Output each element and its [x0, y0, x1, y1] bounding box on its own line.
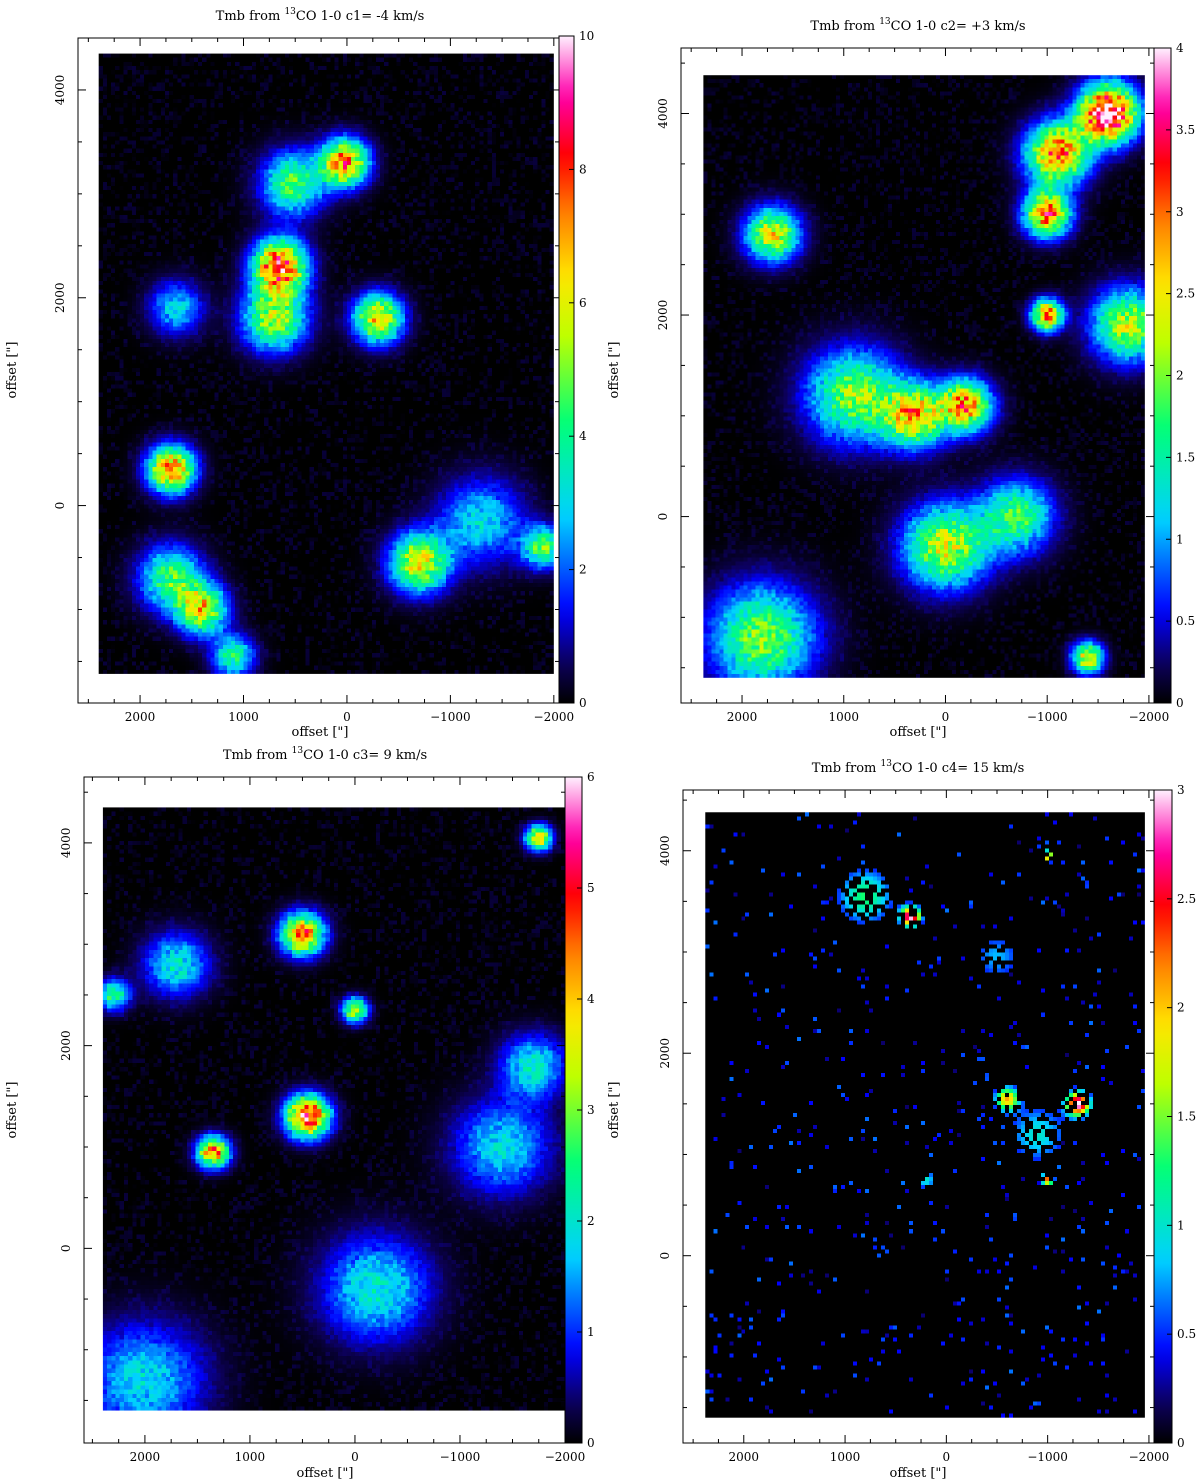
colorbar-tick-label: 3	[587, 1103, 595, 1117]
y-tick-label: 2000	[59, 1030, 73, 1061]
title-suffix: CO 1-0 c4= 15 km/s	[892, 761, 1024, 776]
x-tick-label: 1000	[830, 1450, 861, 1464]
title-isotope: 13	[879, 17, 891, 27]
x-axis-label: offset ["]	[890, 1466, 947, 1481]
y-axis-label: offset ["]	[5, 1082, 20, 1139]
colorbar-tick-label: 3	[1177, 783, 1185, 797]
chart-title: Tmb from 13CO 1-0 c3= 9 km/s	[223, 746, 427, 763]
y-tick-label: 0	[658, 1252, 672, 1260]
colorbar-tick-label: 5	[587, 881, 595, 895]
title-prefix: Tmb from	[216, 9, 285, 24]
colorbar-tick-label: 1	[1176, 532, 1184, 546]
colorbar-tick-label: 2	[587, 1214, 595, 1228]
x-tick-label: 0	[351, 1450, 359, 1464]
colorbar-tick-label: 3.5	[1176, 123, 1195, 137]
x-tick-label: 0	[943, 1450, 951, 1464]
colorbar-tick-label: 6	[587, 770, 595, 784]
x-tick-label: 1000	[228, 710, 259, 724]
title-suffix: CO 1-0 c3= 9 km/s	[303, 748, 427, 763]
x-tick-label: −1000	[1027, 1450, 1068, 1464]
colorbar-tick-label: 2	[1177, 1001, 1185, 1015]
colorbar-tick-label: 6	[579, 296, 587, 310]
colorbar-tick-label: 1.5	[1177, 1110, 1196, 1124]
chart-title: Tmb from 13CO 1-0 c2= +3 km/s	[810, 17, 1025, 34]
colorbar-tick-label: 1	[1177, 1218, 1185, 1232]
x-tick-label: 0	[942, 710, 950, 724]
colorbar-tick-label: 0	[1177, 1436, 1185, 1450]
x-tick-label: −2000	[545, 1450, 586, 1464]
title-isotope: 13	[881, 759, 893, 769]
x-tick-label: 0	[343, 710, 351, 724]
colorbar-tick-label: 0	[587, 1436, 595, 1450]
colorbar-tick-label: 0	[579, 696, 587, 710]
y-tick-label: 4000	[658, 835, 672, 866]
colorbar-tick-label: 4	[1176, 41, 1184, 55]
colorbar-tick-label: 3	[1176, 205, 1184, 219]
y-tick-label: 2000	[656, 300, 670, 331]
y-tick-label: 0	[53, 502, 67, 510]
y-tick-label: 4000	[59, 828, 73, 859]
title-prefix: Tmb from	[810, 19, 879, 34]
colorbar-tick-label: 0.5	[1176, 614, 1195, 628]
x-tick-label: −2000	[534, 710, 575, 724]
colorbar-tick-label: 0.5	[1177, 1327, 1196, 1341]
y-tick-label: 2000	[658, 1038, 672, 1069]
colorbar-tick-label: 8	[579, 162, 587, 176]
colorbar-tick-label: 0	[1176, 696, 1184, 710]
y-tick-label: 0	[656, 513, 670, 521]
colorbar-tick-label: 2.5	[1177, 892, 1196, 906]
title-isotope: 13	[292, 746, 304, 756]
y-axis-label: offset ["]	[5, 342, 20, 399]
y-tick-label: 4000	[53, 75, 67, 106]
title-isotope: 13	[284, 7, 296, 17]
x-tick-label: 2000	[729, 1450, 760, 1464]
colorbar-tick-label: 1	[587, 1325, 595, 1339]
colorbar-tick-label: 4	[579, 429, 587, 443]
colorbar-tick-label: 2	[579, 563, 587, 577]
colorbar	[558, 35, 575, 704]
x-tick-label: −2000	[1129, 1450, 1170, 1464]
y-tick-label: 4000	[656, 98, 670, 129]
x-tick-label: −1000	[1027, 710, 1068, 724]
x-axis-label: offset ["]	[890, 725, 947, 740]
x-tick-label: 1000	[828, 710, 859, 724]
x-tick-label: −1000	[440, 1450, 481, 1464]
colorbar-tick-label: 2.5	[1176, 287, 1195, 301]
colorbar-tick-label: 10	[579, 29, 594, 43]
intensity-map	[98, 53, 554, 674]
x-axis-label: offset ["]	[292, 725, 349, 740]
colorbar-tick-label: 2	[1176, 369, 1184, 383]
colorbar-label: offset ["]	[607, 342, 622, 399]
x-tick-label: 2000	[125, 710, 156, 724]
colorbar-tick-label: 4	[587, 992, 595, 1006]
x-tick-label: 2000	[727, 710, 758, 724]
title-prefix: Tmb from	[223, 748, 292, 763]
chart-title: Tmb from 13CO 1-0 c1= -4 km/s	[216, 7, 425, 24]
x-axis-label: offset ["]	[297, 1466, 354, 1481]
colorbar-label: offset ["]	[607, 1082, 622, 1139]
y-tick-label: 2000	[53, 282, 67, 313]
x-tick-label: 1000	[235, 1450, 266, 1464]
title-suffix: CO 1-0 c1= -4 km/s	[296, 9, 424, 24]
y-tick-label: 0	[59, 1245, 73, 1253]
title-suffix: CO 1-0 c2= +3 km/s	[891, 19, 1026, 34]
x-tick-label: −1000	[430, 710, 471, 724]
x-tick-label: −2000	[1129, 710, 1170, 724]
chart-title: Tmb from 13CO 1-0 c4= 15 km/s	[812, 759, 1025, 776]
title-prefix: Tmb from	[812, 761, 881, 776]
x-tick-label: 2000	[130, 1450, 161, 1464]
intensity-map	[102, 807, 565, 1411]
intensity-map	[703, 75, 1145, 678]
colorbar-tick-label: 1.5	[1176, 450, 1195, 464]
intensity-map	[705, 812, 1145, 1418]
